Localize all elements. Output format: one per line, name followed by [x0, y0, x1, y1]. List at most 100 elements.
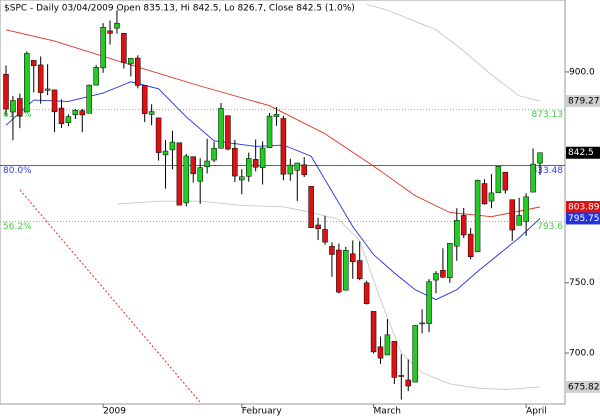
candle-body	[252, 159, 259, 168]
candle-body	[190, 156, 196, 175]
candle-body	[128, 58, 134, 65]
candle-body	[51, 89, 58, 113]
overlay-line	[5, 29, 541, 218]
price-tag	[566, 201, 600, 214]
candle-body	[280, 118, 287, 175]
candle-body	[183, 155, 190, 204]
candle-body	[17, 98, 23, 117]
candle-body	[454, 220, 460, 247]
candle-body	[509, 199, 516, 231]
candle-body	[107, 30, 113, 34]
candle-body	[287, 164, 294, 175]
candle-body	[474, 180, 481, 253]
candle-body	[467, 233, 474, 257]
overlay-line	[5, 81, 541, 301]
candle-body	[433, 273, 439, 281]
candle-body	[322, 229, 328, 243]
candle-body	[356, 260, 363, 280]
candle-body	[86, 84, 92, 114]
candle-body	[308, 186, 314, 228]
candle-body	[405, 379, 411, 387]
candle-body	[363, 282, 370, 304]
candle-body	[426, 281, 432, 324]
candle-body	[460, 215, 467, 236]
candle-body	[481, 183, 488, 205]
candle-body	[93, 67, 99, 86]
candle-body	[343, 250, 349, 291]
candle-body	[488, 192, 495, 202]
candle-body	[79, 110, 86, 116]
candle-body	[398, 375, 405, 377]
price-tag-label: 795.753	[568, 214, 600, 224]
candle-body	[135, 57, 141, 86]
price-tag-label: 803.89	[568, 203, 600, 213]
candle-body	[100, 27, 106, 69]
candle-body	[523, 196, 529, 222]
candle-body	[370, 311, 377, 353]
candle-body	[537, 152, 543, 164]
overlay-line	[366, 4, 541, 102]
candle-body	[495, 165, 502, 194]
y-tick-label: 900.0	[569, 67, 595, 77]
candle-body	[530, 163, 536, 193]
x-tick-label: February	[242, 407, 283, 416]
price-tag	[566, 146, 600, 159]
candle-body	[391, 341, 398, 378]
price-tag-label: 879.277	[568, 97, 600, 107]
level-side-label: 80.0%	[3, 166, 32, 176]
candle-body	[225, 115, 231, 150]
candle-body	[197, 167, 203, 182]
candle-body	[301, 164, 307, 176]
overlay-line	[116, 200, 541, 390]
candle-body	[65, 116, 72, 123]
candle-body	[245, 158, 252, 177]
candle-body	[502, 171, 509, 191]
candle-body	[384, 334, 391, 356]
price-tag	[566, 380, 600, 393]
level-label: 793.6	[537, 222, 563, 232]
price-tag	[566, 212, 600, 225]
candle-body	[211, 148, 217, 161]
x-tick-label: 2009	[103, 407, 126, 416]
chart-title: $SPC - Daily 03/04/2009 Open 835.13, Hi …	[4, 4, 355, 14]
candle-body	[218, 108, 224, 149]
candle-body	[419, 322, 425, 325]
candle-body	[447, 242, 453, 279]
price-tag	[566, 95, 600, 108]
x-tick-label: April	[526, 407, 547, 416]
candle-body	[162, 150, 169, 156]
x-tick-label: March	[374, 407, 401, 416]
price-tag-label: 842.5	[568, 148, 594, 158]
candle-body	[266, 115, 273, 148]
candle-body	[315, 224, 321, 230]
candle-body	[30, 60, 37, 67]
candle-body	[232, 148, 238, 177]
level-label: 873.13	[532, 110, 564, 120]
candle-body	[114, 22, 120, 29]
candle-body	[141, 85, 148, 114]
candle-body	[259, 147, 266, 169]
candle-body	[377, 346, 384, 359]
y-tick-label: 750.0	[569, 278, 595, 288]
candle-body	[412, 325, 418, 383]
price-tag-label: 675.825	[568, 382, 600, 392]
candle-body	[239, 176, 245, 181]
candle-body	[204, 160, 210, 168]
level-side-label: 56.2%	[3, 222, 32, 232]
candle-body	[294, 162, 301, 171]
candle-body	[148, 111, 155, 115]
candle-body	[72, 109, 79, 116]
candle-body	[273, 113, 280, 117]
candle-body	[176, 142, 183, 206]
candle-body	[516, 215, 522, 226]
candle-body	[169, 141, 176, 151]
candle-body	[155, 117, 162, 153]
candle-body	[24, 53, 30, 113]
y-tick-label: 700.0	[569, 348, 595, 358]
candle-body	[10, 100, 16, 113]
candle-body	[440, 270, 446, 278]
candle-body	[350, 253, 356, 263]
candle-body	[3, 73, 9, 110]
candle-body	[44, 88, 51, 91]
